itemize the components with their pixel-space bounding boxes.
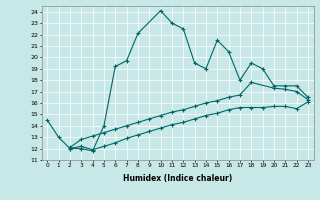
X-axis label: Humidex (Indice chaleur): Humidex (Indice chaleur) — [123, 174, 232, 183]
